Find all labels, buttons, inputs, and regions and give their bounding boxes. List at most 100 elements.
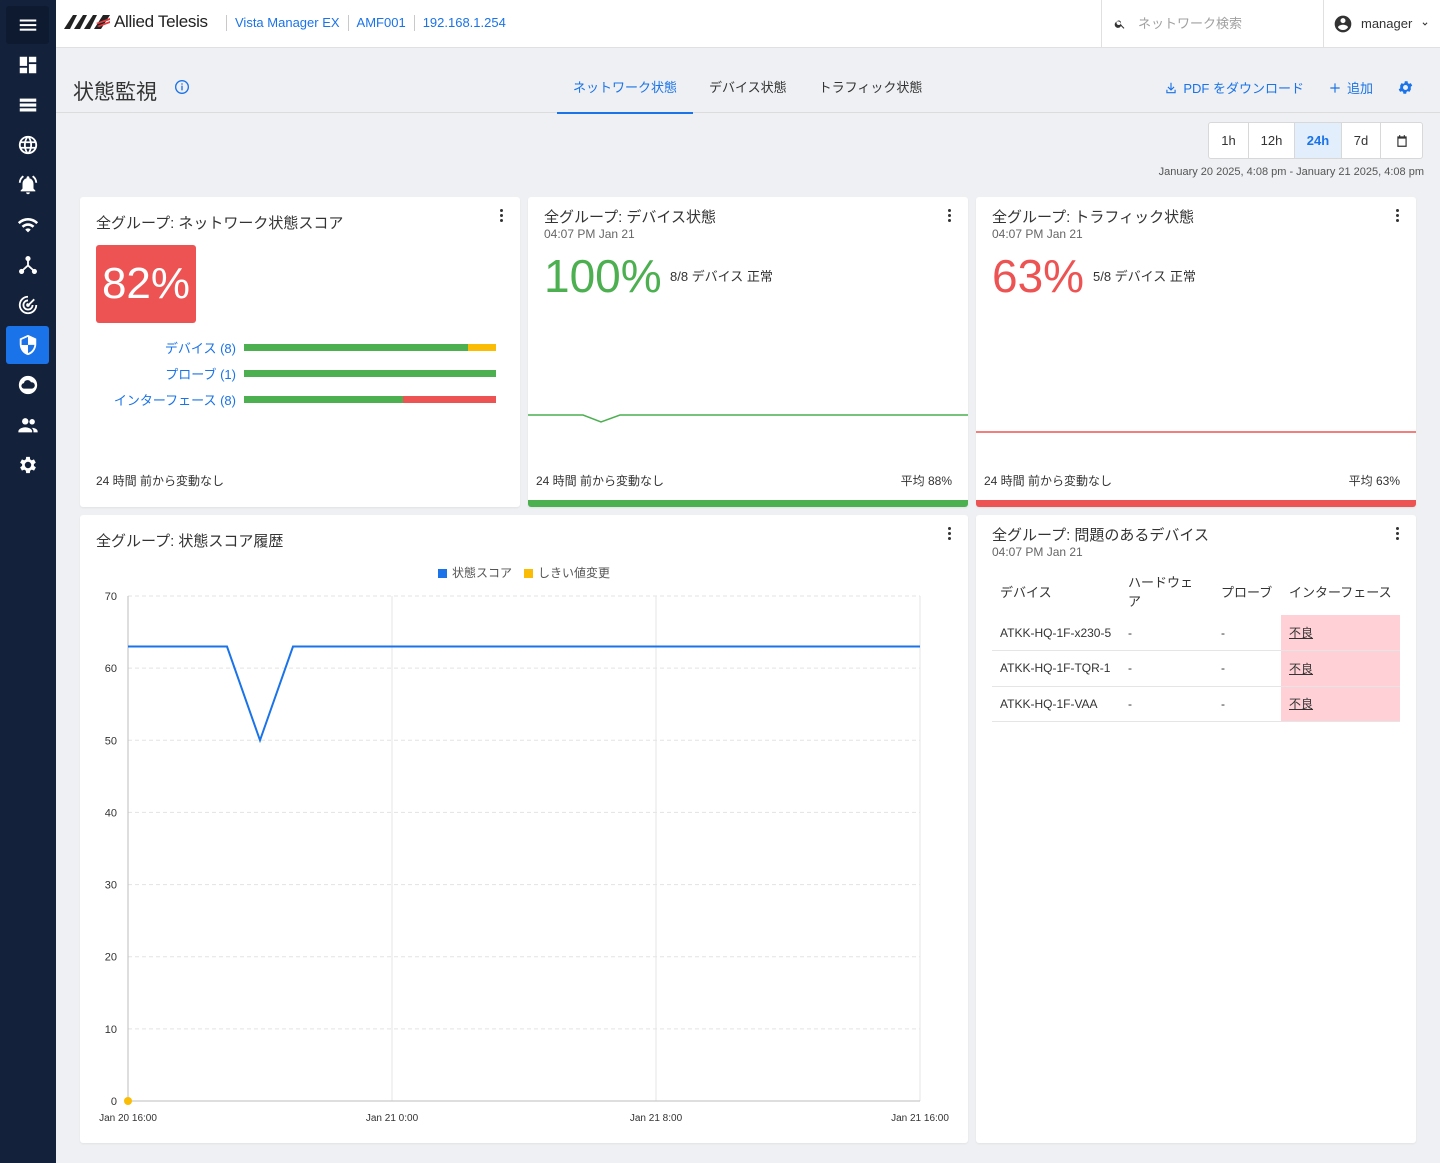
time-range-selector: 1h 12h 24h 7d — [1208, 122, 1423, 159]
network-search — [1101, 0, 1323, 47]
tab-network-status[interactable]: ネットワーク状態 — [557, 70, 694, 114]
sidebar-item-users[interactable] — [6, 406, 49, 444]
network-score-value: 82% — [96, 245, 196, 323]
header-actions: PDF をダウンロード 追加 — [1140, 78, 1414, 97]
sidebar-item-settings[interactable] — [6, 446, 49, 484]
change-text: 24 時間 前から変動なし — [96, 474, 225, 488]
column-header-interface[interactable]: インターフェース — [1289, 584, 1392, 600]
table-row[interactable]: ATKK-HQ-1F-VAA - - 不良 — [992, 686, 1400, 722]
column-header-hardware[interactable]: ハードウェア — [1128, 575, 1194, 609]
table-row[interactable]: ATKK-HQ-1F-x230-5 - - 不良 — [992, 615, 1400, 651]
menu-icon — [19, 19, 36, 31]
download-pdf-button[interactable]: PDF をダウンロード — [1164, 78, 1304, 97]
sidebar-item-wireless[interactable] — [6, 206, 49, 244]
interface-cell: 不良 — [1281, 615, 1400, 651]
breakdown-bar — [244, 344, 496, 351]
more-vert-icon[interactable] — [1396, 209, 1400, 223]
breakdown-segment-good — [244, 344, 469, 351]
average-text: 平均 88% — [900, 474, 952, 488]
menu-button[interactable] — [6, 6, 49, 44]
card-time: 04:07 PM Jan 21 — [992, 227, 1083, 241]
breakdown-label[interactable]: インターフェース (8) — [113, 393, 236, 408]
more-vert-icon[interactable] — [500, 209, 504, 223]
breakdown-segment-bad — [402, 396, 496, 403]
status-strip — [528, 500, 968, 507]
legend-swatch — [524, 569, 533, 578]
cloud-icon — [18, 375, 37, 395]
sidebar-item-radar[interactable] — [6, 286, 49, 324]
sidebar-item-dashboard[interactable] — [6, 46, 49, 84]
brand-name: Allied Telesis — [114, 12, 208, 31]
breadcrumb: Vista Manager EX AMF001 192.168.1.254 — [226, 15, 514, 31]
interface-bad-link[interactable]: 不良 — [1289, 626, 1314, 640]
breakdown-label[interactable]: プローブ (1) — [165, 367, 236, 382]
change-text: 24 時間 前から変動なし — [536, 474, 665, 488]
traffic-sparkline — [976, 431, 1416, 433]
info-icon[interactable] — [174, 79, 190, 95]
status-strip — [976, 500, 1416, 507]
breakdown-row-devices: デバイス (8) — [96, 338, 496, 358]
sidebar-item-list[interactable] — [6, 86, 49, 124]
sidebar-item-network[interactable] — [6, 126, 49, 164]
sidebar-item-alarms[interactable] — [6, 166, 49, 204]
more-vert-icon[interactable] — [1396, 527, 1400, 541]
breakdown-bar — [244, 370, 496, 377]
traffic-percent: 63% — [992, 250, 1085, 302]
legend-swatch — [438, 569, 447, 578]
range-7d-button[interactable]: 7d — [1342, 123, 1381, 158]
search-input[interactable] — [1138, 16, 1318, 31]
range-24h-button[interactable]: 24h — [1295, 123, 1342, 158]
legend-label: しきい値変更 — [538, 565, 610, 580]
tab-traffic-status[interactable]: トラフィック状態 — [818, 80, 923, 95]
y-tick-label: 50 — [105, 735, 117, 747]
card-time: 04:07 PM Jan 21 — [992, 545, 1083, 559]
interface-cell: 不良 — [1281, 650, 1400, 687]
device-cell: ATKK-HQ-1F-x230-5 — [992, 615, 1120, 651]
add-button[interactable]: 追加 — [1328, 78, 1373, 97]
list-icon — [19, 98, 36, 112]
column-header-probe[interactable]: プローブ — [1221, 584, 1273, 600]
column-header-device[interactable]: デバイス — [1000, 584, 1052, 600]
breadcrumb-ip[interactable]: 192.168.1.254 — [413, 15, 514, 31]
interface-bad-link[interactable]: 不良 — [1289, 697, 1314, 712]
breakdown-bar — [244, 396, 496, 403]
page-header: 状態監視 ネットワーク状態 デバイス状態 トラフィック状態 PDF をダウンロー… — [56, 48, 1440, 114]
breakdown-segment-good — [244, 396, 403, 403]
y-tick-label: 10 — [105, 1024, 117, 1036]
y-tick-label: 20 — [105, 952, 117, 964]
hardware-cell: - — [1120, 615, 1213, 651]
add-label: 追加 — [1346, 81, 1373, 96]
sidebar-item-security[interactable] — [6, 326, 49, 364]
card-title: 全グループ: トラフィック状態 — [992, 209, 1195, 226]
score-history-card: 全グループ: 状態スコア履歴 0 10 20 30 40 50 60 70 Jan 20 16:… — [80, 515, 968, 1143]
card-title: 全グループ: 問題のあるデバイス — [992, 527, 1209, 544]
calendar-button[interactable] — [1381, 123, 1422, 158]
problem-devices-table: デバイス ハードウェア プローブ インターフェース ATKK-HQ-1F-x23… — [992, 567, 1400, 722]
x-tick-label: Jan 20 16:00 — [99, 1113, 157, 1124]
problem-devices-card: 全グループ: 問題のあるデバイス 04:07 PM Jan 21 デバイス ハー… — [976, 515, 1416, 1143]
plus-icon — [1330, 82, 1340, 93]
settings-gear-icon[interactable] — [1397, 79, 1414, 96]
range-12h-button[interactable]: 12h — [1249, 123, 1295, 158]
user-name: manager — [1361, 16, 1413, 31]
card-title: 全グループ: デバイス状態 — [544, 209, 716, 226]
alarm-icon — [18, 175, 37, 195]
download-icon — [1166, 82, 1177, 93]
user-menu[interactable]: manager — [1323, 0, 1440, 47]
breadcrumb-product[interactable]: Vista Manager EX — [226, 15, 348, 31]
breakdown-label[interactable]: デバイス (8) — [164, 341, 236, 356]
breadcrumb-area[interactable]: AMF001 — [347, 15, 414, 31]
table-row[interactable]: ATKK-HQ-1F-TQR-1 - - 不良 — [992, 650, 1400, 687]
dashboard-icon — [19, 56, 36, 74]
tab-device-status[interactable]: デバイス状態 — [709, 80, 787, 95]
sidebar-item-topology[interactable] — [6, 246, 49, 284]
chevron-down-icon — [1422, 21, 1428, 26]
interface-bad-link[interactable]: 不良 — [1289, 661, 1314, 676]
range-1h-button[interactable]: 1h — [1209, 123, 1249, 158]
sidebar-item-cloud[interactable] — [6, 366, 49, 404]
score-history-chart: 0 10 20 30 40 50 60 70 Jan 20 16:00 Jan 21 0:00 Ja… — [99, 565, 949, 1124]
more-vert-icon[interactable] — [948, 527, 952, 541]
brand-logo[interactable]: Allied Telesis — [64, 10, 208, 34]
breakdown-row-probes: プローブ (1) — [96, 364, 496, 384]
more-vert-icon[interactable] — [948, 209, 952, 223]
